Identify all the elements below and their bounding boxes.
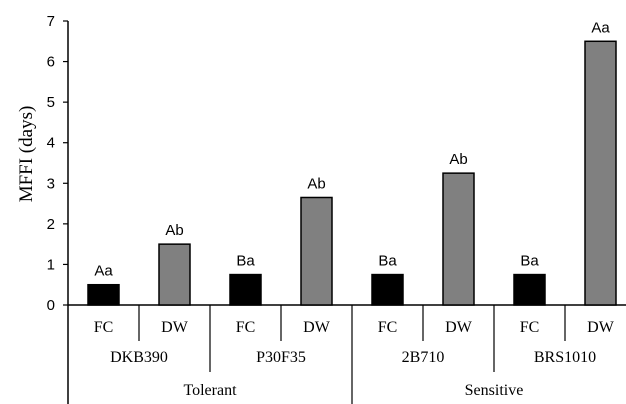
bar-fc	[371, 273, 404, 306]
x-category-label: DW	[445, 319, 473, 336]
data-label: Aa	[94, 263, 113, 280]
group-label: P30F35	[256, 349, 306, 366]
bar-dw	[584, 40, 617, 306]
data-label: Ab	[165, 222, 183, 239]
y-tick-label: 4	[47, 135, 55, 152]
data-labels: Aa Ab Ba Ab Ba Ab Ba Aa	[94, 19, 610, 279]
group-label: DKB390	[110, 349, 168, 366]
y-tick-label: 1	[47, 256, 55, 273]
data-label: Ba	[236, 253, 255, 270]
y-axis-label: MFFI (days)	[16, 106, 37, 203]
x-category-label: FC	[94, 319, 114, 336]
bar-dw	[442, 172, 475, 306]
group-label: 2B710	[402, 349, 445, 366]
y-tick-label: 6	[47, 54, 55, 71]
y-tick-label: 5	[47, 94, 55, 111]
data-label: Ba	[378, 253, 397, 270]
supergroup-label: Tolerant	[183, 382, 237, 399]
x-category-label: DW	[161, 319, 189, 336]
bars	[87, 40, 617, 306]
data-label: Ab	[449, 151, 467, 168]
data-label: Ba	[520, 253, 539, 270]
bar-fc	[513, 273, 546, 306]
bar-dw	[300, 196, 333, 306]
y-tick-label: 2	[47, 216, 55, 233]
bar-fc	[229, 273, 262, 306]
data-label: Ab	[307, 175, 325, 192]
x-category-label: DW	[303, 319, 331, 336]
x-category-label: FC	[236, 319, 256, 336]
supergroup-label: Sensitive	[465, 382, 524, 399]
x-axis-categories: FC DW FC DW FC DW FC DW DKB390 P30F35 2B710 BRS1010…	[94, 305, 615, 404]
y-tick-label: 7	[47, 13, 55, 30]
y-ticks: 0 1 2 3 4 5 6 7	[47, 13, 68, 314]
x-category-label: FC	[520, 319, 540, 336]
bar-fc	[87, 283, 120, 306]
group-label: BRS1010	[534, 349, 596, 366]
data-label: Aa	[591, 19, 610, 36]
y-tick-label: 0	[47, 297, 55, 314]
bar-dw	[158, 243, 191, 306]
x-category-label: FC	[378, 319, 398, 336]
x-category-label: DW	[587, 319, 615, 336]
y-tick-label: 3	[47, 175, 55, 192]
